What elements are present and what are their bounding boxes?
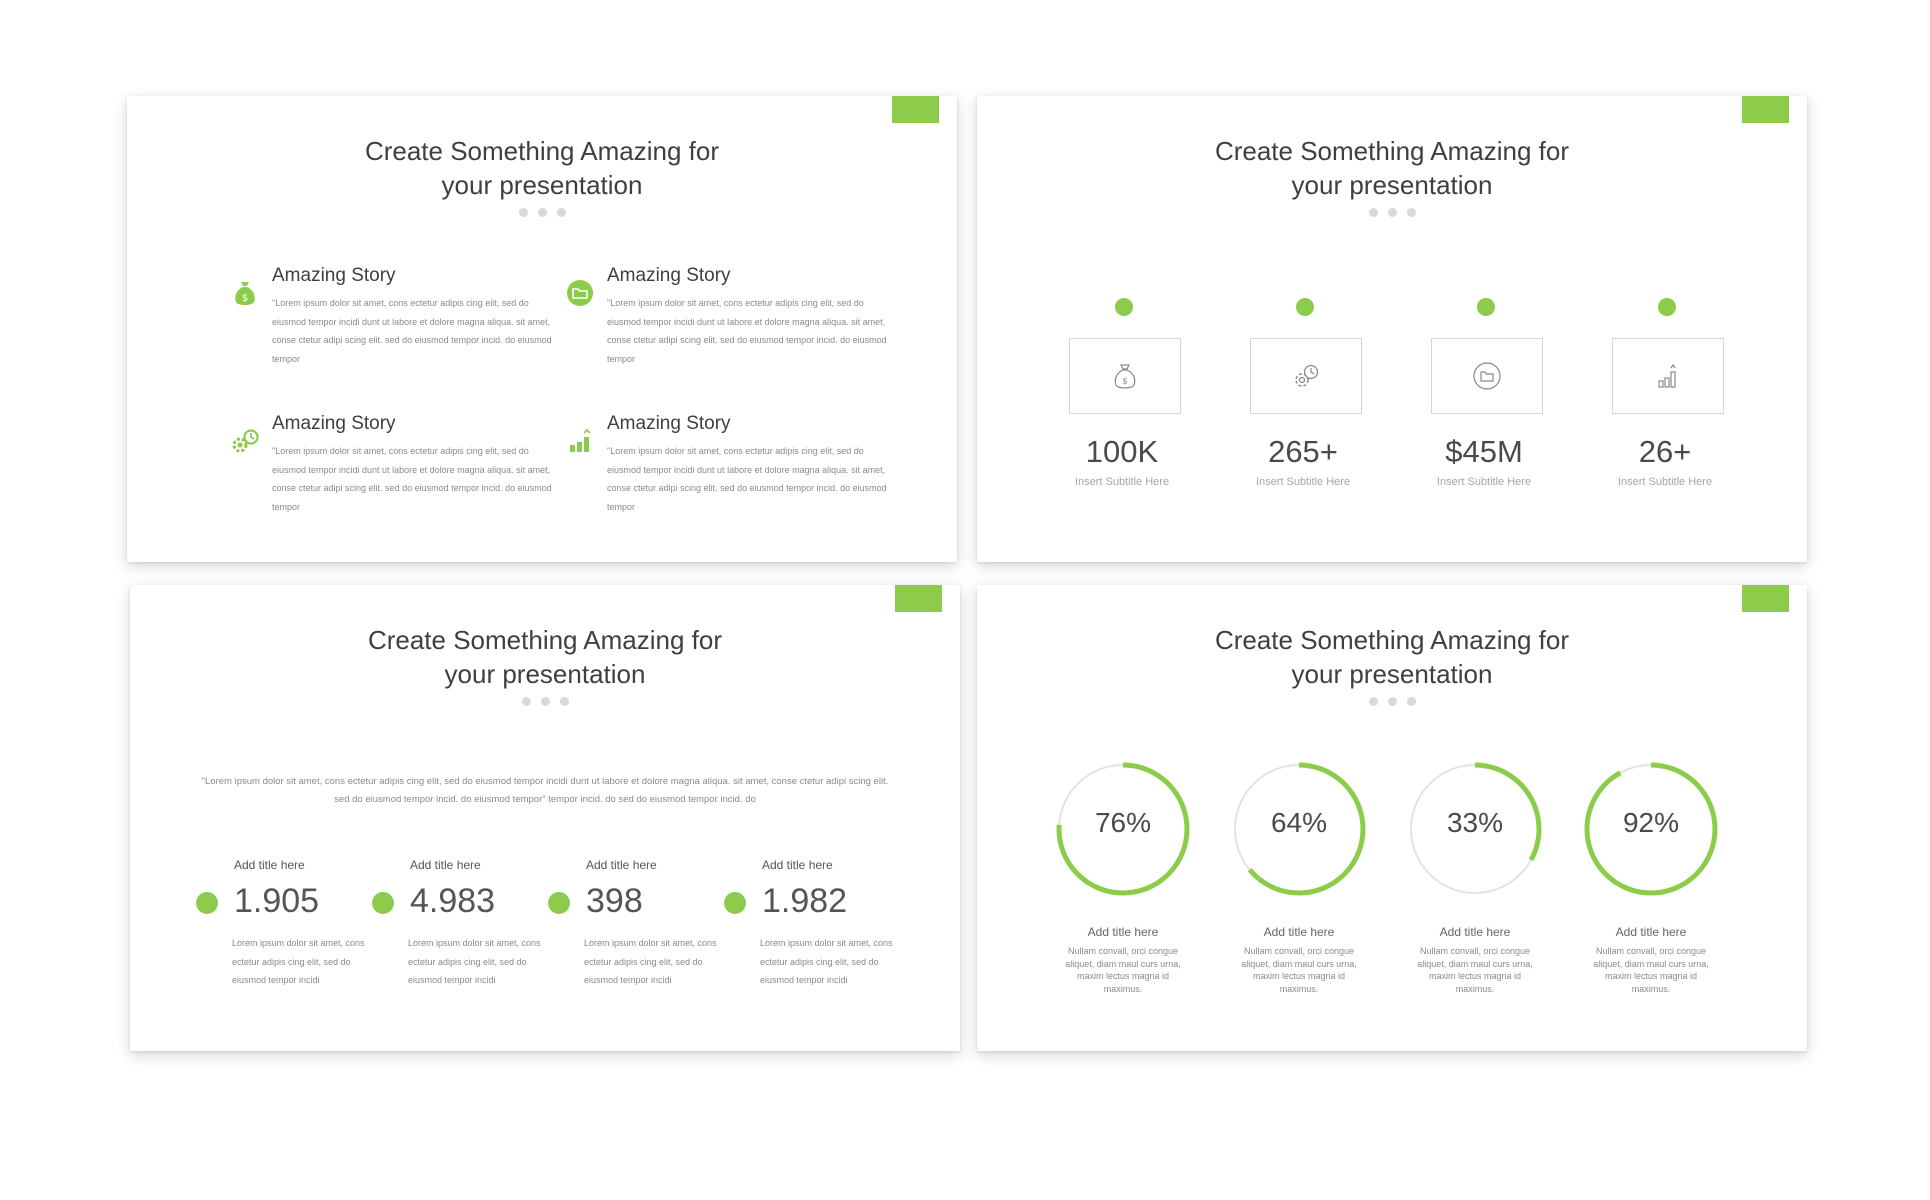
story-text: "Lorem ipsum dolor sit amet, cons ectetu…	[272, 298, 552, 364]
story-block: $ Amazing Story "Lorem ipsum dolor sit a…	[235, 264, 557, 368]
ring-percent: 64%	[1270, 807, 1328, 838]
icon-box: $	[1069, 338, 1181, 414]
story-text: "Lorem ipsum dolor sit amet, cons ectetu…	[272, 446, 552, 512]
icon-box	[1431, 338, 1543, 414]
bar-growth-icon	[1658, 363, 1676, 388]
progress-ring: 92% Add title here Nullam convall, orci …	[1563, 761, 1739, 994]
number-value: 1.982	[762, 882, 848, 920]
slide-title: Create Something Amazing for your presen…	[130, 623, 960, 691]
stat-value: 26+	[1638, 434, 1692, 469]
number-text: Lorem ipsum dolor sit amet, cons ectetur…	[232, 938, 365, 985]
slide-title-line1: Create Something Amazing for	[367, 625, 723, 655]
folder-icon	[1473, 362, 1501, 390]
accent-tab	[892, 96, 939, 123]
story-title: Amazing Story	[607, 265, 731, 286]
stat-value: 265+	[1268, 434, 1338, 469]
green-dot	[724, 892, 746, 914]
folder-icon	[567, 280, 593, 306]
ring-text: Nullam convall, orci congue aliquet, dia…	[1065, 946, 1181, 994]
quote-text: "Lorem ipsum dolor sit amet, cons ectetu…	[201, 776, 889, 805]
stat-subtitle: Insert Subtitle Here	[1617, 476, 1713, 488]
progress-ring: 76% Add title here Nullam convall, orci …	[1035, 761, 1211, 994]
ring-text: Nullam convall, orci congue aliquet, dia…	[1241, 946, 1357, 994]
gears-icon	[232, 429, 259, 453]
ring-title: Add title here	[1439, 925, 1511, 939]
ring-percent: 33%	[1446, 807, 1504, 838]
svg-text:$: $	[1122, 377, 1128, 387]
title-dots	[130, 697, 960, 706]
stat-subtitle: Insert Subtitle Here	[1074, 476, 1170, 488]
stat-value: 100K	[1085, 434, 1159, 469]
slide-progress[interactable]: Create Something Amazing for your presen…	[977, 585, 1807, 1051]
slide-title: Create Something Amazing for your presen…	[977, 134, 1807, 202]
number-text: Lorem ipsum dolor sit amet, cons ectetur…	[760, 938, 893, 985]
story-block: Amazing Story "Lorem ipsum dolor sit ame…	[570, 412, 892, 516]
number-label: Add title here	[586, 858, 657, 872]
number-label: Add title here	[234, 858, 305, 872]
slide-stories[interactable]: Create Something Amazing for your presen…	[127, 96, 957, 562]
ring-title: Add title here	[1263, 925, 1335, 939]
slide-title-line1: Create Something Amazing for	[364, 136, 720, 166]
story-title: Amazing Story	[272, 413, 396, 434]
progress-ring: 33% Add title here Nullam convall, orci …	[1387, 761, 1563, 994]
number-value: 1.905	[234, 882, 320, 920]
green-dot	[372, 892, 394, 914]
icon-box	[1250, 338, 1362, 414]
slide-title-line1: Create Something Amazing for	[1214, 625, 1570, 655]
ring-text: Nullam convall, orci congue aliquet, dia…	[1593, 946, 1709, 994]
number-value: 398	[586, 882, 643, 920]
green-dot	[548, 892, 570, 914]
bar-growth-icon	[570, 428, 591, 452]
green-dot	[1115, 298, 1133, 316]
number-text: Lorem ipsum dolor sit amet, cons ectetur…	[584, 938, 717, 985]
accent-tab	[1742, 585, 1789, 612]
green-dot	[1477, 298, 1495, 316]
story-title: Amazing Story	[607, 413, 731, 434]
story-text: "Lorem ipsum dolor sit amet, cons ectetu…	[607, 298, 887, 364]
story-text: "Lorem ipsum dolor sit amet, cons ectetu…	[607, 446, 887, 512]
ring-text: Nullam convall, orci congue aliquet, dia…	[1417, 946, 1533, 994]
accent-tab	[895, 585, 942, 612]
number-label: Add title here	[410, 858, 481, 872]
green-dot	[1658, 298, 1676, 316]
story-block: Amazing Story "Lorem ipsum dolor sit ame…	[232, 412, 557, 516]
ring-percent: 76%	[1094, 807, 1152, 838]
slide-title: Create Something Amazing for your presen…	[977, 623, 1807, 691]
ring-percent: 92%	[1622, 807, 1680, 838]
title-dots	[977, 208, 1807, 217]
stat-subtitle: Insert Subtitle Here	[1436, 476, 1532, 488]
ring-graphic	[1056, 762, 1190, 896]
slide-numbers[interactable]: Create Something Amazing for your presen…	[130, 585, 960, 1051]
svg-text:$: $	[242, 293, 248, 304]
number-text: Lorem ipsum dolor sit amet, cons ectetur…	[408, 938, 541, 985]
slide-title-line2: your presentation	[441, 170, 643, 200]
ring-title: Add title here	[1615, 925, 1687, 939]
icon-box	[1612, 338, 1724, 414]
ring-graphic	[1232, 762, 1366, 896]
story-block: Amazing Story "Lorem ipsum dolor sit ame…	[567, 264, 892, 368]
slide-stats[interactable]: Create Something Amazing for your presen…	[977, 96, 1807, 562]
ring-graphic	[1584, 762, 1718, 896]
number-label: Add title here	[762, 858, 833, 872]
slide-title-line2: your presentation	[1291, 170, 1493, 200]
accent-tab	[1742, 96, 1789, 123]
story-title: Amazing Story	[272, 265, 396, 286]
progress-ring: 64% Add title here Nullam convall, orci …	[1211, 761, 1387, 994]
title-dots	[977, 697, 1807, 706]
green-dot	[1296, 298, 1314, 316]
number-value: 4.983	[410, 882, 496, 920]
ring-graphic	[1408, 762, 1542, 896]
title-dots	[127, 208, 957, 217]
money-bag-icon: $	[1114, 364, 1136, 389]
slide-title: Create Something Amazing for your presen…	[127, 134, 957, 202]
gears-icon	[1295, 364, 1319, 387]
slide-title-line2: your presentation	[1291, 659, 1493, 689]
slide-title-line2: your presentation	[444, 659, 646, 689]
ring-title: Add title here	[1087, 925, 1159, 939]
money-bag-icon: $	[235, 282, 255, 305]
green-dot	[196, 892, 218, 914]
slide-title-line1: Create Something Amazing for	[1214, 136, 1570, 166]
stat-subtitle: Insert Subtitle Here	[1255, 476, 1351, 488]
stat-value: $45M	[1445, 434, 1523, 469]
